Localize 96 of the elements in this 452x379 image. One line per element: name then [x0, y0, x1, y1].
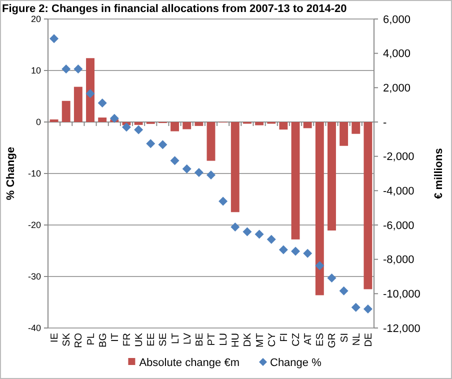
y2-tick-label: -2,000: [383, 151, 414, 164]
point: [74, 64, 83, 74]
y2-tick-label: -10,000: [383, 288, 420, 301]
bar: [328, 122, 336, 230]
bar: [98, 118, 107, 122]
bar: [194, 122, 204, 126]
chart-title: Figure 2: Changes in financial allocations from 2007-13 to 2014-20: [2, 3, 347, 15]
x-tick-label: LU: [218, 333, 230, 346]
bar: [50, 119, 58, 122]
point: [303, 248, 312, 258]
x-tick-label: BE: [194, 332, 206, 346]
y-tick-label: 0: [36, 117, 41, 128]
point: [146, 139, 156, 148]
bar: [182, 122, 192, 130]
point: [339, 286, 348, 296]
bar: [352, 122, 360, 134]
point: [206, 170, 216, 180]
x-tick-label: GR: [327, 333, 338, 348]
point: [86, 89, 95, 98]
bar: [206, 122, 216, 161]
x-tick-label: SI: [339, 333, 350, 342]
bar: [279, 122, 288, 130]
x-tick-label: EE: [146, 332, 158, 346]
x-tick-label: FR: [122, 333, 133, 346]
point: [351, 302, 360, 312]
y2-tick-label: 2,000: [383, 82, 411, 95]
y2-tick-label: -4,000: [383, 186, 414, 198]
point: [182, 164, 192, 174]
x-tick-label: NL: [351, 332, 362, 346]
x-tick-label: LV: [182, 332, 194, 344]
y2-axis-title: € millions: [433, 148, 445, 199]
y-tick-label: -10: [28, 168, 41, 179]
x-tick-label: DK: [242, 332, 254, 347]
bar: [86, 58, 94, 122]
bar: [303, 122, 312, 128]
x-tick-label: UK: [134, 332, 146, 347]
point: [110, 114, 119, 123]
x-tick-label: PL: [86, 332, 97, 346]
y2-tick-label: -12,000: [383, 322, 420, 335]
point: [194, 168, 204, 177]
x-tick-label: SK: [62, 332, 73, 346]
x-tick-label: LT: [170, 333, 182, 344]
bar: [291, 122, 300, 240]
point: [50, 34, 59, 44]
point: [230, 222, 240, 232]
point: [122, 122, 131, 132]
point: [62, 64, 71, 74]
x-tick-label: DE: [363, 332, 374, 347]
x-tick-label: IT: [110, 333, 121, 342]
bar: [74, 86, 82, 122]
x-tick-label: IE: [50, 332, 61, 342]
legend-label: Absolute change €m: [139, 357, 240, 369]
bar: [340, 122, 348, 146]
x-tick-label: HU: [230, 333, 242, 348]
point: [98, 98, 107, 108]
bar: [134, 122, 143, 125]
point: [363, 304, 372, 314]
x-tick-label: AT: [303, 333, 314, 346]
point: [158, 140, 168, 150]
x-tick-label: RO: [74, 332, 85, 348]
bar: [315, 122, 324, 296]
point: [315, 261, 324, 270]
point: [170, 156, 180, 166]
x-tick-label: MT: [254, 333, 266, 348]
y2-tick-label: -6,000: [383, 220, 414, 232]
bar: [364, 122, 372, 290]
y2-tick-label: -: [383, 116, 387, 129]
point: [218, 196, 228, 206]
legend-label: Change %: [270, 357, 322, 369]
y-tick-label: -20: [28, 220, 41, 230]
x-tick-label: SE: [158, 332, 170, 346]
point: [134, 125, 144, 134]
y-axis-title: % Change: [5, 146, 17, 200]
y2-tick-label: 6,000: [383, 14, 411, 26]
point: [242, 227, 252, 236]
point: [278, 245, 288, 254]
x-tick-label: PT: [206, 333, 218, 346]
x-tick-label: CY: [266, 332, 278, 347]
y2-tick-label: -8,000: [383, 254, 414, 266]
x-tick-label: FI: [278, 333, 290, 342]
point: [254, 230, 264, 239]
bar: [255, 122, 264, 126]
point: [291, 246, 300, 256]
y-tick-label: 10: [30, 66, 41, 76]
y2-tick-label: 4,000: [383, 48, 411, 60]
x-tick-label: CZ: [291, 333, 302, 346]
x-tick-label: BG: [98, 332, 109, 348]
point: [327, 274, 336, 283]
bar: [62, 100, 70, 122]
point: [266, 234, 276, 244]
bar: [170, 122, 180, 132]
y-tick-label: -40: [28, 323, 41, 334]
bar: [230, 122, 240, 212]
y-tick-label: -30: [28, 272, 41, 282]
y-tick-label: 20: [30, 14, 41, 24]
x-tick-label: ES: [315, 332, 326, 346]
